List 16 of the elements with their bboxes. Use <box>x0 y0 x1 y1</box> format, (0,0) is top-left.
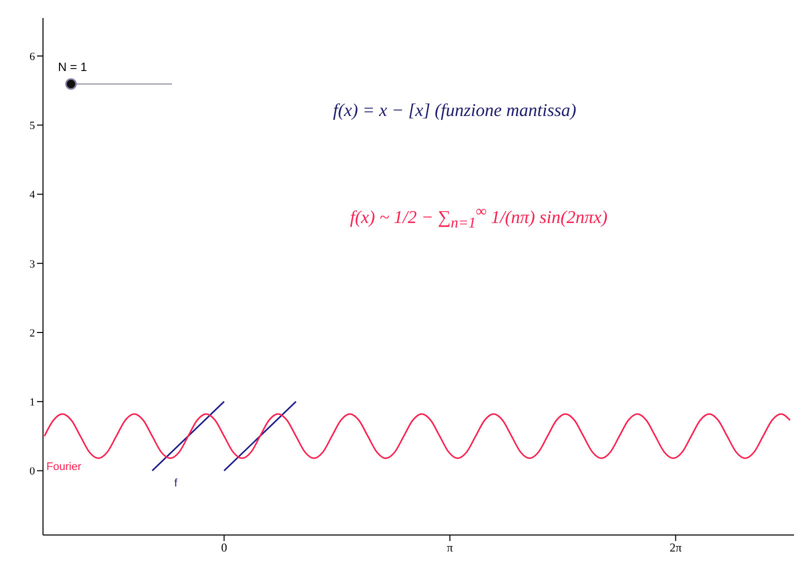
y-tick-label: 1 <box>30 396 35 409</box>
x-tick-label: π <box>446 540 453 555</box>
x-tick-label: 0 <box>221 540 228 555</box>
annotation: f(x) = x − [x] (funzione mantissa) <box>333 100 576 121</box>
y-tick-label: 0 <box>30 466 36 478</box>
y-tick-label: 5 <box>30 120 36 132</box>
y-tick-label: 6 <box>30 50 36 63</box>
y-tick-label: 4 <box>30 189 36 202</box>
series-label: Fourier <box>46 461 82 474</box>
annotation: N = 1 <box>58 60 88 74</box>
y-tick-label: 3 <box>30 258 36 270</box>
series-label: f <box>174 478 178 490</box>
y-tick-label: 2 <box>30 327 35 340</box>
line-series <box>44 413 791 460</box>
annotation: f(x) ~ 1/2 − ∑$_{n=1}$$^{∞}$ 1/(nπ) sin(2nπx) <box>350 204 608 233</box>
x-tick-label: 2π <box>670 540 682 555</box>
